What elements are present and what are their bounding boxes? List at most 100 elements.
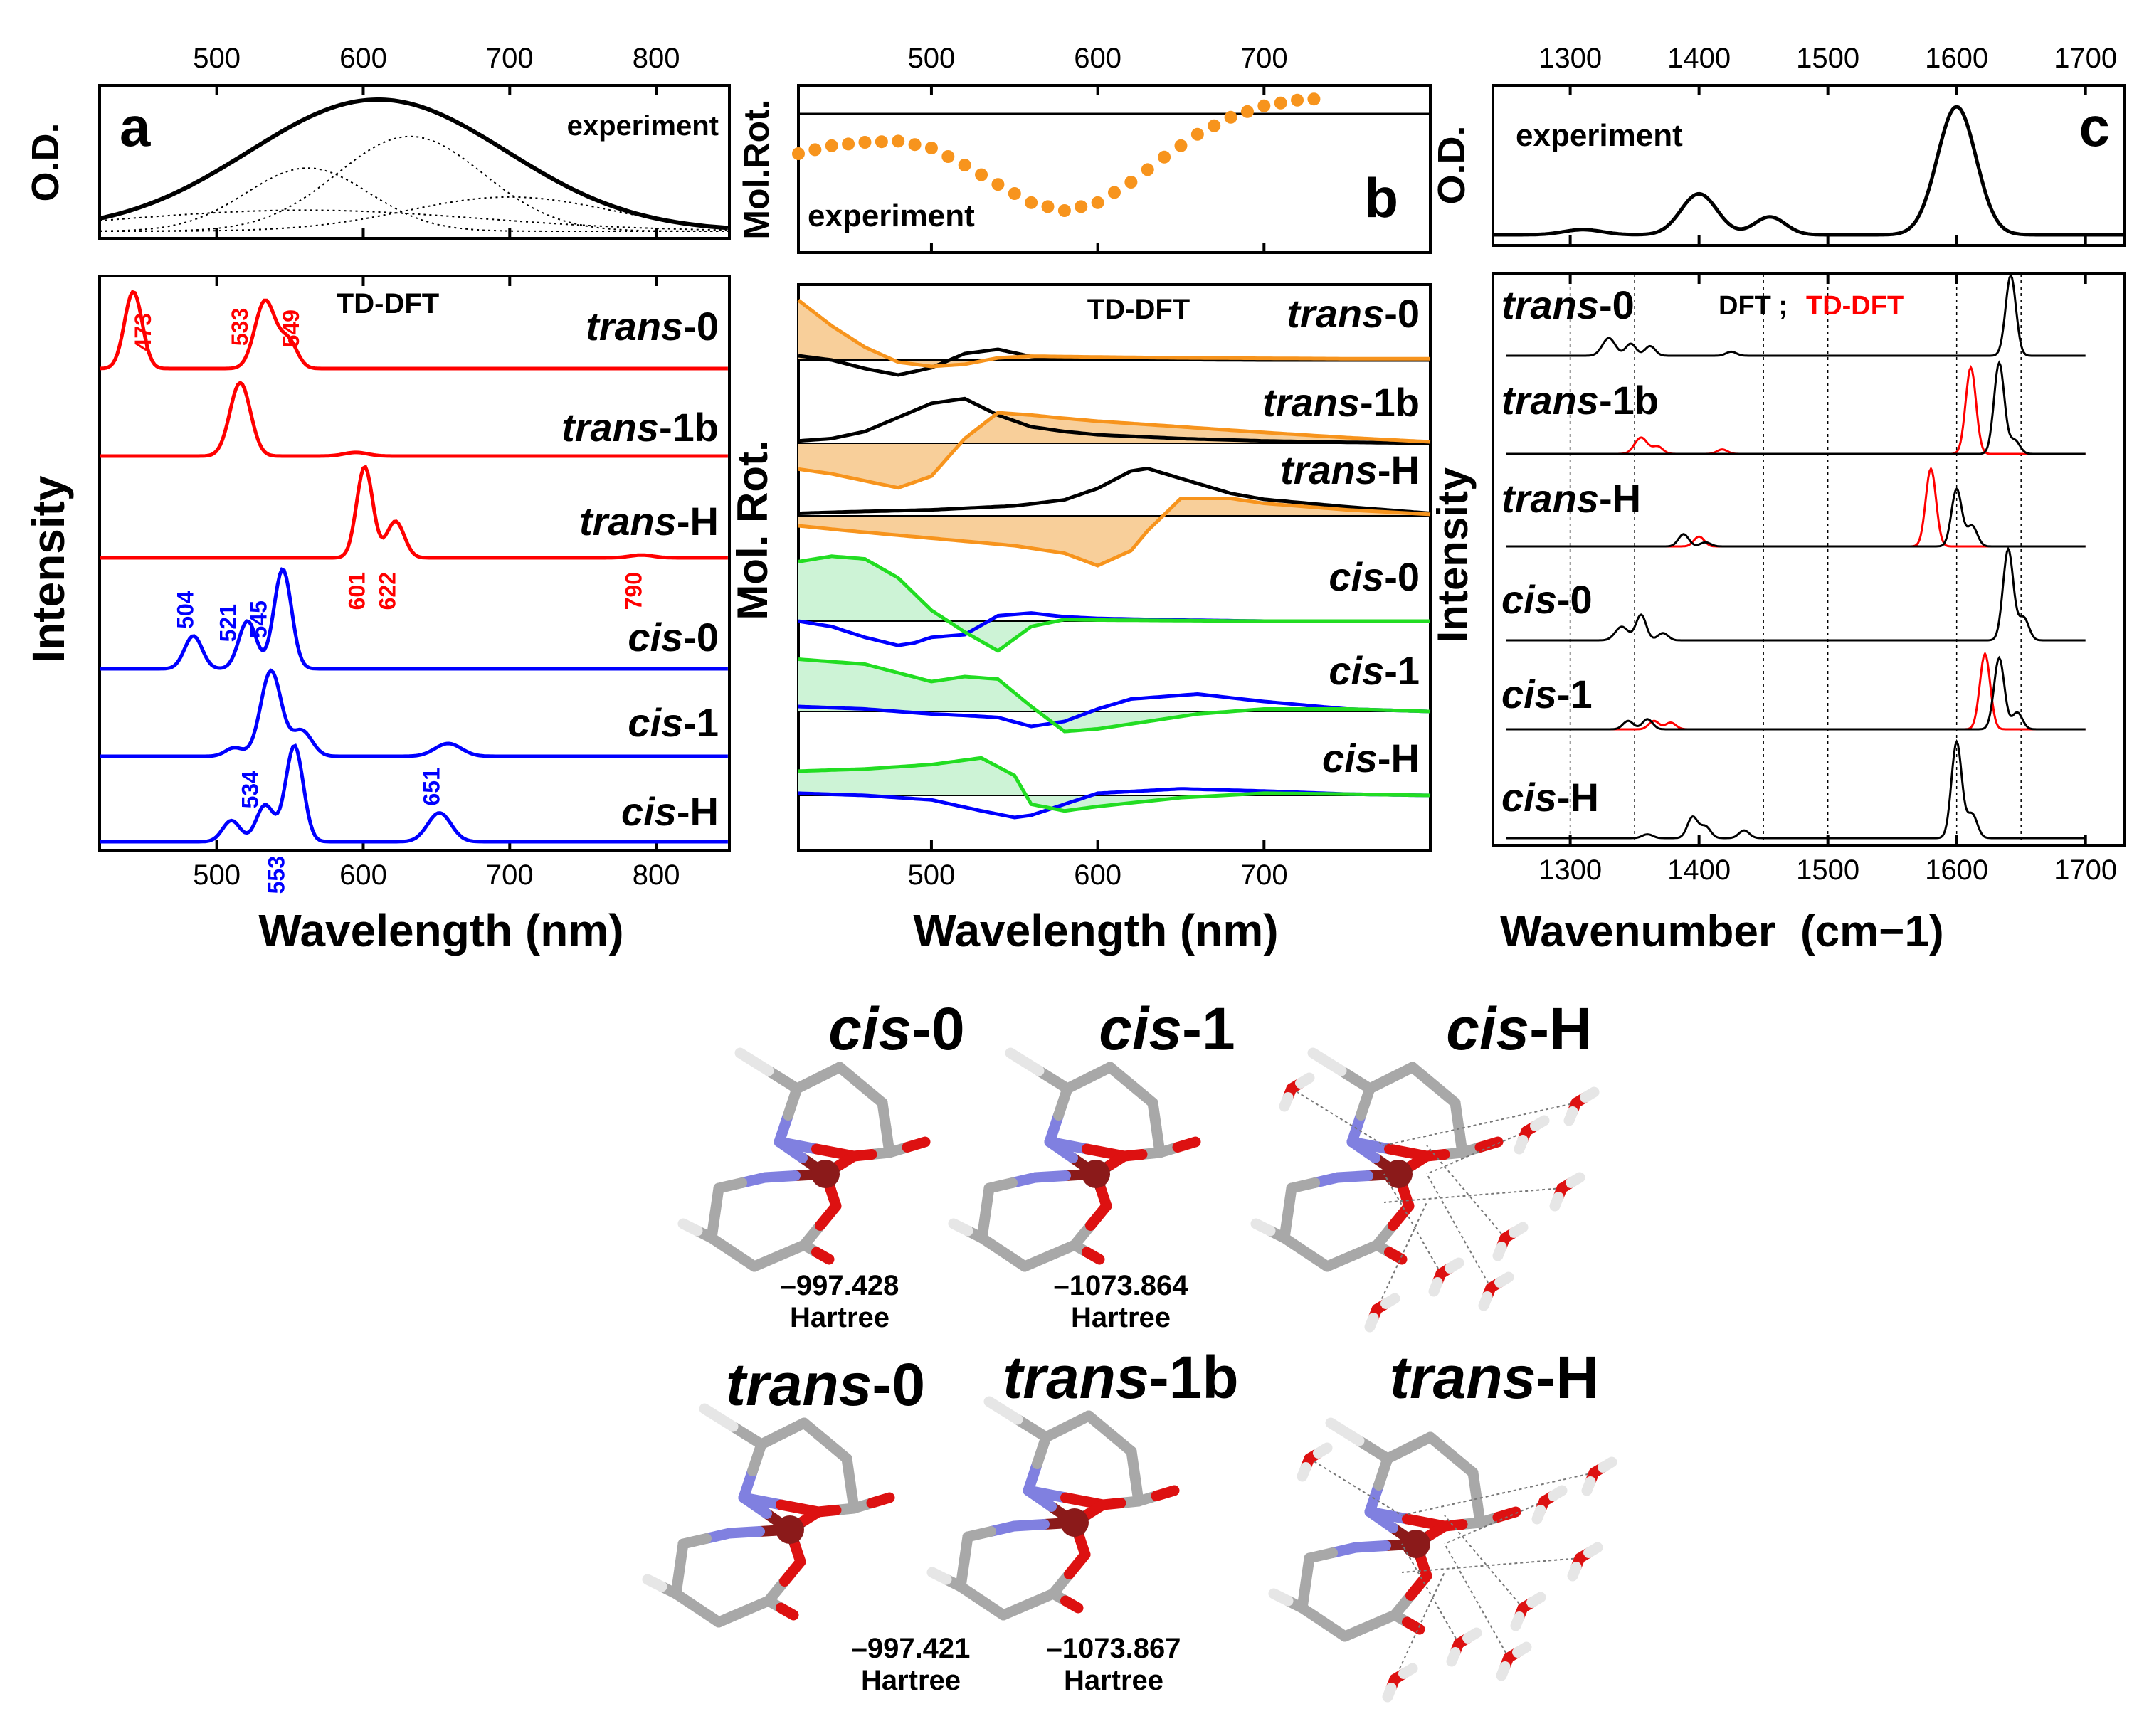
structure-label-suffix: -1: [1182, 995, 1235, 1062]
reference-curve: [798, 347, 1430, 377]
trace-label: trans-1b: [561, 405, 719, 450]
trace-label-italic: trans: [1280, 448, 1378, 492]
metal-bond: [774, 1136, 808, 1163]
trace-label-italic: cis: [621, 789, 677, 834]
molecule-bond: [677, 1218, 703, 1237]
molecule-bond: [983, 1396, 1023, 1425]
trace-label-italic: cis: [1329, 648, 1384, 693]
water-bond: [1598, 1456, 1617, 1473]
x-tick-label: 1300: [1538, 854, 1602, 886]
structure-label-italic: trans: [1390, 1344, 1536, 1411]
experiment-dot: [792, 147, 805, 160]
experiment-dot: [908, 138, 922, 152]
hydrogen-bond: [1444, 1543, 1509, 1658]
x-tick-label: 1700: [2054, 854, 2117, 886]
top-x-tick-label: 1500: [1796, 43, 1859, 74]
hydrogen-bond: [1394, 1572, 1445, 1680]
water-bond: [1567, 1562, 1582, 1582]
comparison-curve: [798, 657, 1431, 734]
metal-bond: [1023, 1485, 1057, 1512]
trace-label-suffix: -H: [1378, 448, 1420, 492]
experiment-dot: [924, 142, 938, 154]
reference-curve: [798, 692, 1431, 729]
water-bond: [1496, 1661, 1511, 1681]
trace-label: cis-H: [1501, 775, 1599, 820]
panel-b: 500 600 700 experiment b Mol.Rot. 500 600 700 tra…: [729, 43, 1432, 956]
water-bond: [1478, 1291, 1493, 1311]
metal-bond: [1364, 1506, 1398, 1533]
top-x-tick-label: 1300: [1538, 43, 1602, 74]
trace-label: cis-1: [1329, 648, 1420, 693]
trace-label: cis-0: [1501, 577, 1593, 622]
comparison-curve: [798, 497, 1431, 568]
structure-label: trans-0: [726, 1351, 925, 1418]
peak-label: 545: [246, 600, 272, 638]
x-tick-label: 600: [1074, 859, 1121, 891]
experiment-label: experiment: [1516, 118, 1683, 153]
water-bond: [1297, 1462, 1311, 1482]
trace-label-italic: trans: [1501, 476, 1599, 521]
trace-label-italic: trans: [1262, 380, 1360, 425]
molecule-bond: [1353, 1435, 1393, 1464]
panel-c: 1300 1400 1500 1600 1700 experiment c O.D. 1300 1…: [1429, 43, 2126, 956]
hydrogen-bond: [1291, 1088, 1385, 1146]
hydrogen-bond: [1376, 1202, 1427, 1310]
experiment-dot: [1141, 163, 1154, 176]
trace-line: [100, 668, 728, 758]
experiment-curve: [1493, 105, 2123, 237]
trace-label: cis-H: [621, 789, 719, 834]
x-tick-label: 1600: [1925, 854, 1988, 886]
molecule-bond: [948, 1218, 973, 1237]
x-tick-label: 1500: [1796, 854, 1859, 886]
experiment-dot: [941, 150, 955, 163]
dft-trace: [1506, 360, 2086, 455]
metal-center: [776, 1515, 804, 1544]
molecule-bond: [1492, 1506, 1521, 1523]
experiment-dot: [1008, 187, 1021, 200]
trace-label-suffix: -1: [683, 700, 719, 745]
experiment-dot: [1091, 196, 1104, 209]
trace-line: [100, 567, 728, 671]
experiment-dot: [975, 168, 988, 181]
trace-label: trans-1b: [1262, 380, 1420, 425]
water-bond: [1510, 1611, 1525, 1631]
molecule-bond: [1012, 1414, 1052, 1443]
structure-energy-unit: Hartree: [1071, 1302, 1171, 1333]
tddft-trace: [1506, 651, 2086, 731]
x-axis-title: Wavenumber: [1500, 907, 1775, 956]
structure-energy-unit: Hartree: [1064, 1665, 1163, 1696]
x-tick-label: 800: [633, 859, 680, 891]
metal-bond: [834, 1150, 860, 1170]
peak-label: 533: [227, 308, 253, 346]
metal-bond: [1350, 1540, 1391, 1553]
water-bond: [1446, 1647, 1461, 1667]
water-bond: [1563, 1106, 1578, 1126]
molecule-bond: [866, 1492, 895, 1508]
molecule-bond: [1336, 1065, 1376, 1094]
trace-label-italic: cis: [1322, 736, 1378, 780]
structure-label-suffix: -0: [912, 995, 965, 1062]
series-component-1: [99, 167, 728, 232]
panel-letter: a: [120, 95, 151, 158]
experiment-dot: [825, 139, 838, 152]
trace-label-italic: cis: [1501, 577, 1557, 622]
trace-label-suffix: -0: [1599, 282, 1635, 327]
experiment-dot: [1174, 139, 1188, 152]
metal-bond: [1096, 1185, 1112, 1212]
trace-label: cis-0: [628, 615, 719, 660]
water-bond: [1380, 1293, 1400, 1309]
experiment-dot: [1124, 176, 1138, 189]
top-x-tick-label: 600: [339, 43, 387, 74]
water-bond: [1428, 1277, 1443, 1297]
structure-label-suffix: -H: [1536, 1344, 1599, 1411]
top-plot-frame: [98, 84, 731, 240]
experiment-label: experiment: [567, 110, 719, 142]
hydrogen-bond: [1401, 1543, 1459, 1644]
method-label: TD-DFT: [337, 288, 439, 319]
peak-label: 622: [375, 572, 401, 610]
trace-label: cis-1: [628, 700, 719, 745]
shaded-area: [798, 758, 1430, 811]
experiment-dot: [1075, 200, 1088, 213]
trace-label-suffix: -1: [1384, 648, 1420, 693]
